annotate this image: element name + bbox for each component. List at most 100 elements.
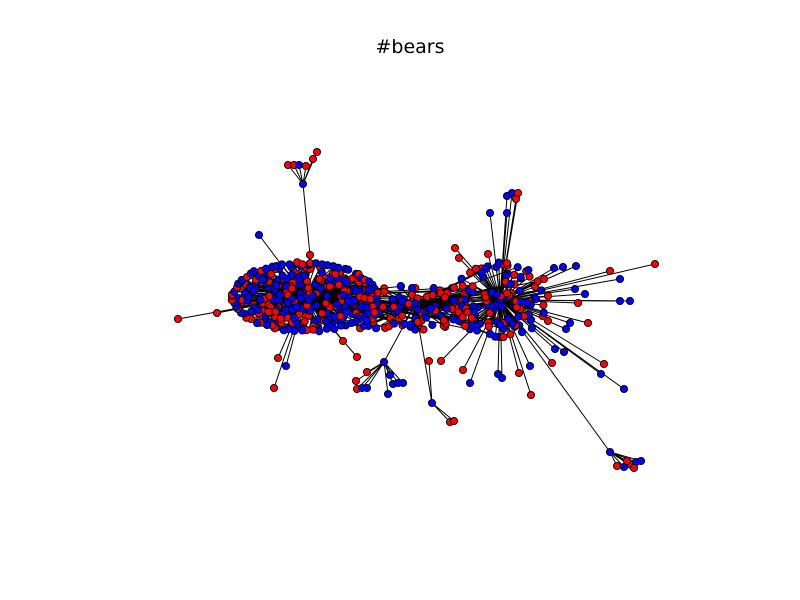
graph-node	[283, 298, 292, 307]
graph-node	[364, 285, 373, 294]
graph-node	[407, 290, 416, 299]
graph-node	[298, 260, 307, 269]
graph-node	[458, 365, 468, 375]
graph-node	[571, 261, 581, 271]
graph-node	[406, 320, 415, 329]
graph-node	[466, 268, 475, 277]
graph-node	[485, 329, 494, 338]
graph-node	[502, 289, 511, 298]
graph-node	[317, 268, 326, 277]
graph-node	[449, 296, 458, 305]
graph-node	[281, 361, 291, 371]
graph-node	[396, 282, 405, 291]
graph-node	[426, 304, 436, 313]
graph-node	[605, 266, 615, 276]
graph-node	[334, 263, 343, 272]
graph-node	[422, 292, 431, 301]
graph-node	[372, 324, 381, 333]
graph-node	[212, 308, 222, 318]
graph-node	[625, 296, 635, 306]
graph-edge	[366, 361, 385, 389]
graph-node	[636, 456, 646, 466]
graph-node	[269, 383, 279, 393]
graph-node	[383, 389, 393, 399]
graph-node	[526, 390, 536, 400]
graph-node	[290, 313, 299, 322]
graph-node	[336, 312, 345, 321]
graph-node	[457, 274, 466, 283]
graph-node	[483, 249, 493, 259]
graph-node	[497, 302, 506, 311]
graph-edge	[431, 402, 451, 423]
graph-node	[276, 290, 285, 299]
graph-node	[254, 230, 264, 240]
graph-node	[244, 292, 253, 301]
graph-node	[481, 293, 490, 302]
graph-node	[522, 298, 531, 307]
graph-node	[580, 289, 590, 299]
graph-node	[388, 295, 397, 304]
graph-node	[362, 303, 371, 312]
graph-node	[332, 300, 342, 309]
graph-node	[539, 301, 548, 310]
graph-node	[362, 383, 372, 393]
graph-node	[514, 312, 523, 321]
graph-node	[599, 359, 609, 369]
graph-node	[468, 282, 477, 291]
graph-node	[537, 286, 546, 295]
graph-node	[411, 299, 420, 308]
graph-node	[504, 314, 513, 324]
graph-node	[279, 326, 288, 335]
graph-node	[511, 194, 521, 204]
graph-node	[499, 333, 508, 342]
graph-edge	[428, 360, 433, 404]
graph-node	[316, 284, 325, 293]
graph-node	[362, 367, 372, 377]
graph-node	[650, 259, 660, 269]
graph-node	[254, 305, 263, 315]
graph-node	[612, 461, 622, 471]
graph-node	[424, 356, 434, 366]
graph-node	[323, 291, 332, 300]
graph-edge	[302, 183, 311, 256]
graph-node	[287, 284, 296, 293]
graph-node	[366, 295, 375, 304]
graph-node	[296, 294, 305, 303]
graph-node	[615, 296, 625, 306]
graph-node	[527, 324, 536, 333]
graph-node	[315, 275, 324, 284]
graph-node	[467, 313, 476, 322]
graph-node	[352, 352, 362, 362]
graph-node	[398, 378, 408, 388]
graph-title: #bears	[375, 36, 444, 58]
graph-node	[247, 307, 256, 316]
graph-node	[450, 243, 460, 253]
graph-node	[549, 263, 559, 273]
graph-node	[527, 315, 536, 324]
graph-node	[278, 271, 287, 280]
graph-node	[454, 253, 464, 263]
graph-node	[570, 284, 580, 294]
graph-node	[525, 361, 535, 371]
graph-node	[436, 356, 446, 366]
graph-node	[494, 258, 503, 267]
graph-node	[485, 308, 494, 317]
graph-node	[615, 274, 625, 284]
graph-node	[422, 313, 431, 322]
graph-node	[330, 324, 339, 333]
graph-node	[253, 319, 262, 328]
graph-node	[492, 290, 501, 299]
graph-node	[308, 154, 318, 164]
graph-edge	[361, 361, 385, 389]
graph-node	[419, 325, 428, 334]
graph-node	[561, 324, 571, 334]
graph-node	[298, 326, 307, 335]
graph-node	[397, 297, 407, 306]
graph-node	[516, 272, 525, 282]
graph-edge	[383, 361, 389, 395]
graph-node	[336, 321, 346, 330]
graph-edge	[499, 270, 611, 301]
graph-node	[496, 320, 505, 329]
graph-node	[449, 283, 459, 292]
